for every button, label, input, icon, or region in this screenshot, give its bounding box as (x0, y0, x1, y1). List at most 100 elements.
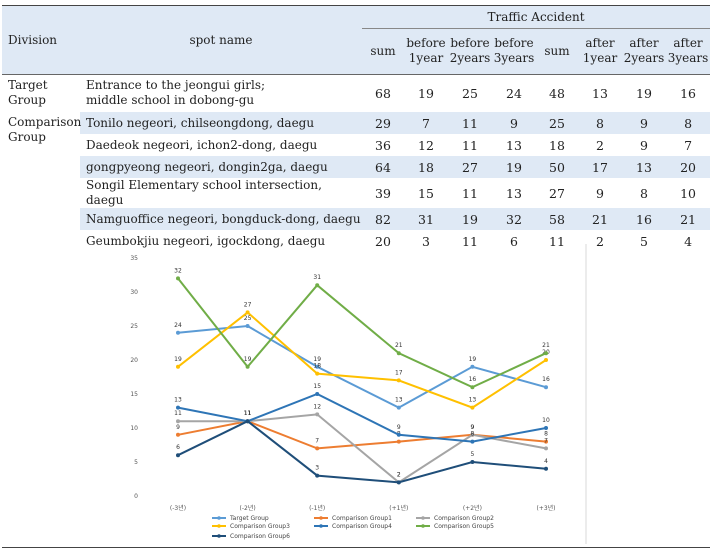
data-point (470, 385, 475, 390)
spot-name-cell: Tonilo negeori, chilseongdong, daegu (80, 112, 362, 134)
data-label: 6 (176, 444, 180, 451)
data-label: 11 (174, 410, 182, 417)
series-line-1 (177, 324, 547, 409)
table-cell: 64 (362, 156, 404, 178)
x-tick-label: (+1년) (389, 504, 408, 512)
table-cell: 11 (462, 137, 478, 153)
target-row: Target Group Entrance to the jeongui gir… (2, 74, 711, 112)
legend-marker (319, 524, 323, 528)
table-cell: 18 (404, 156, 448, 178)
data-point (315, 371, 320, 376)
table-cell: 8 (640, 185, 648, 201)
data-point (176, 330, 180, 335)
data-label: 27 (244, 301, 252, 308)
table-cell: 16 (622, 208, 666, 230)
table-cell: 6 (510, 233, 518, 249)
y-tick-label: 20 (130, 357, 138, 364)
table-bottom-rule (2, 547, 710, 548)
data-label: 2 (397, 471, 401, 478)
data-point (470, 405, 475, 410)
spot-name-cell: Geumbokjiu negeori, igockdong, daegu (86, 233, 326, 248)
comparison-row: Namguoffice negeori, bongduck-dong, daeg… (2, 208, 711, 230)
data-point (544, 426, 548, 430)
comparison-row: Geumbokjiu negeori, igockdong, daegu 20 3 1… (2, 230, 710, 252)
data-point (396, 405, 401, 410)
table-cell: 31 (404, 208, 448, 230)
data-label: 8 (470, 431, 474, 438)
data-point (245, 419, 250, 424)
comparison-label-line: Group (8, 130, 46, 144)
data-label: 13 (174, 397, 182, 404)
data-point (544, 351, 548, 356)
x-tick-label: (+2년) (463, 504, 482, 512)
table-cell: 20 (375, 233, 391, 249)
table-cell: 58 (536, 208, 578, 230)
table-cell: 24 (506, 85, 522, 101)
data-point (544, 385, 548, 390)
data-point (470, 460, 475, 464)
col-header-3: before 2years (448, 28, 492, 74)
table-cell: 48 (549, 85, 565, 101)
table-cell: 11 (448, 112, 492, 134)
data-label: 4 (544, 458, 548, 465)
table-cell: 12 (418, 137, 434, 153)
y-tick-label: 25 (130, 323, 138, 330)
col-header-line1: after (585, 36, 615, 50)
data-point (470, 432, 475, 437)
data-label: 12 (313, 403, 321, 410)
table-cell: 7 (684, 137, 693, 153)
y-tick-label: 5 (134, 459, 138, 466)
data-point (245, 310, 250, 315)
y-tick-label: 30 (130, 289, 138, 296)
table-cell: 2 (596, 137, 604, 153)
legend-label: Comparison Group6 (230, 533, 290, 540)
data-point (245, 324, 250, 328)
data-point (315, 446, 320, 451)
data-label: 2 (397, 471, 401, 478)
table-cell: 17 (578, 156, 622, 178)
data-label: 32 (174, 267, 182, 274)
table-cell: 8 (578, 112, 622, 134)
data-point (396, 439, 401, 444)
col-header-line2: 1year (582, 51, 618, 65)
table-cell: 2 (596, 233, 604, 249)
table-cell: 9 (640, 137, 648, 153)
target-label-line2: Group (8, 93, 46, 108)
data-label: 19 (469, 356, 477, 363)
data-label: 17 (395, 369, 403, 376)
legend-label: Comparison Group3 (230, 523, 290, 530)
data-point (396, 480, 401, 485)
data-point (396, 351, 401, 356)
table-cell: 36 (375, 137, 391, 153)
spot-name-cell: gongpyeong negeori, dongin2ga, daegu (80, 156, 362, 178)
col-header-line1: sum (544, 43, 570, 58)
data-label: 3 (315, 465, 319, 472)
col-header-7: after 2years (622, 28, 666, 74)
target-group-label: Target Group (2, 74, 80, 112)
table-cell: 32 (492, 208, 536, 230)
data-point (544, 466, 548, 471)
table-cell: 27 (448, 156, 492, 178)
table-cell: 7 (404, 112, 448, 134)
data-label: 11 (244, 410, 252, 417)
table-cell: 9 (622, 112, 666, 134)
table-cell: 20 (666, 156, 711, 178)
col-header-2: before 1year (404, 28, 448, 74)
table-cell: 13 (592, 85, 608, 101)
table-cell: 29 (362, 112, 404, 134)
x-tick-label: (-2년) (240, 504, 256, 512)
data-point (544, 446, 548, 451)
legend-label: Comparison Group4 (332, 523, 392, 530)
data-label: 16 (542, 376, 550, 383)
series-line-4 (177, 311, 547, 409)
series-line-6 (177, 277, 547, 389)
series-line-3 (178, 413, 547, 484)
series-line-7 (177, 420, 547, 484)
data-label: 19 (313, 356, 321, 363)
col-header-6: after 1year (578, 28, 622, 74)
data-label: 11 (244, 410, 252, 417)
data-label: 5 (470, 451, 474, 458)
line-chart: 0 5 10 15 20 25 30 35 (-3년) (-2년) (-1년) (+1년) (+2년)(… (126, 244, 596, 544)
table-cell: 15 (418, 185, 434, 201)
series-line-5 (177, 392, 547, 443)
